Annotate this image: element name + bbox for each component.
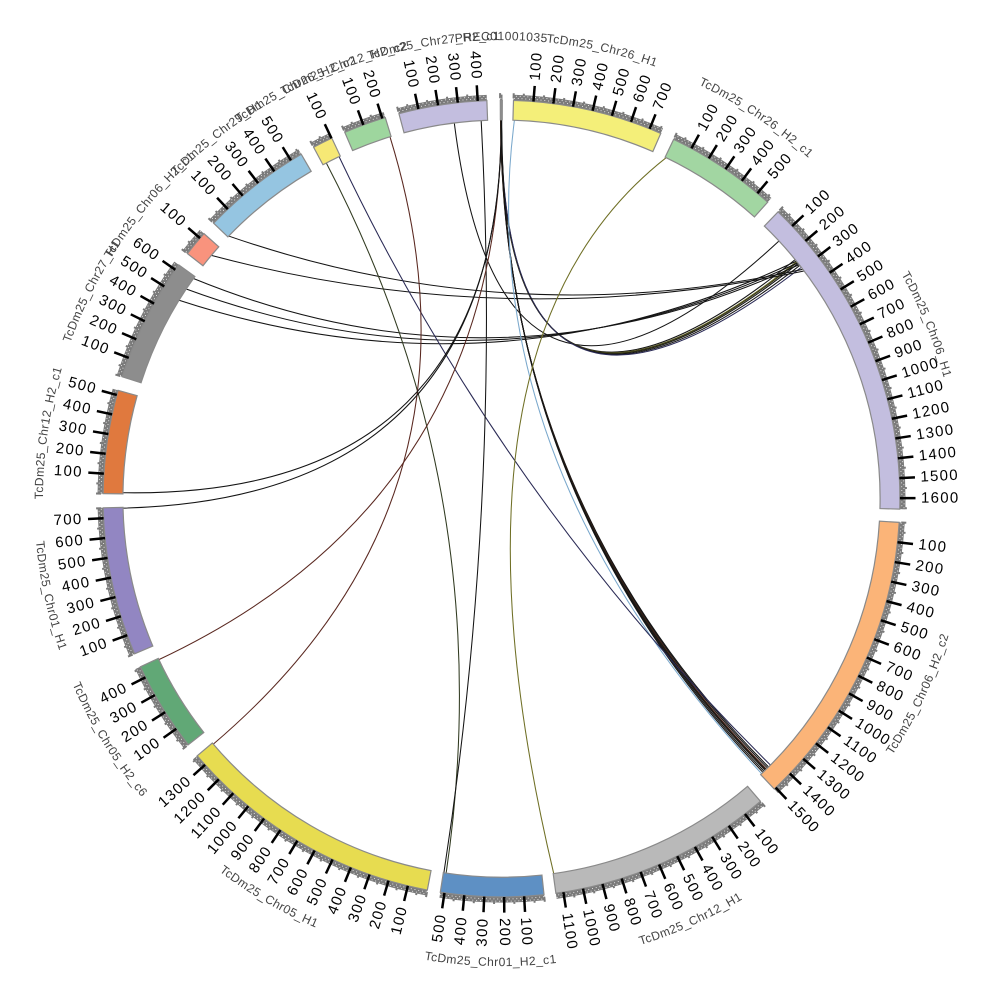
svg-text:PREC01001035: PREC01001035 [454, 29, 548, 45]
svg-text:300: 300 [474, 917, 492, 947]
svg-text:100: 100 [918, 536, 949, 556]
svg-text:300: 300 [444, 52, 464, 83]
svg-text:100: 100 [53, 462, 83, 481]
svg-text:400: 400 [451, 915, 471, 945]
svg-text:200: 200 [55, 440, 86, 460]
svg-text:400: 400 [466, 50, 485, 80]
svg-text:1500: 1500 [920, 467, 959, 486]
svg-text:100: 100 [517, 917, 536, 947]
svg-text:700: 700 [53, 511, 83, 529]
svg-text:1600: 1600 [921, 490, 960, 507]
svg-text:600: 600 [54, 532, 84, 552]
svg-text:100: 100 [527, 51, 546, 81]
svg-text:200: 200 [496, 918, 513, 947]
